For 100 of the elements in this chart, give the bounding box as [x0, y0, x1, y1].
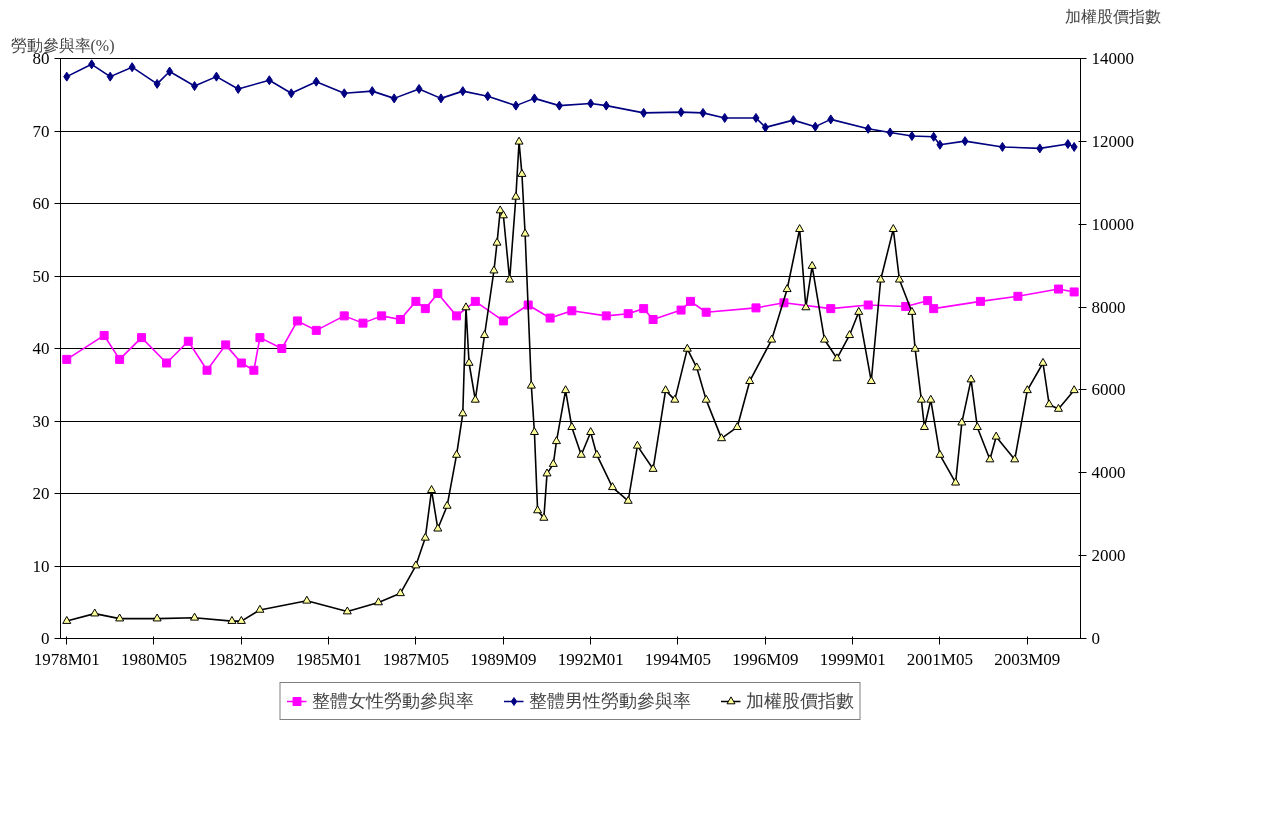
- point: [411, 296, 421, 306]
- point: [751, 303, 761, 313]
- y-tick-label: 70: [32, 121, 50, 141]
- point: [864, 123, 872, 134]
- point: [339, 311, 349, 321]
- y2-tick-label: 14000: [1091, 49, 1134, 68]
- point: [998, 141, 1006, 152]
- x-tick-label: 1994M05: [644, 649, 711, 669]
- y-tick-label: 10: [32, 556, 50, 576]
- y-tick-label: 20: [32, 484, 50, 503]
- point: [221, 340, 231, 350]
- point: [236, 358, 246, 368]
- point: [63, 71, 71, 82]
- y2-tick-label: 10000: [1091, 214, 1134, 234]
- point: [498, 316, 508, 326]
- point: [677, 107, 685, 118]
- point: [929, 304, 939, 314]
- point: [368, 86, 376, 97]
- x-tick-label: 1999M01: [819, 649, 886, 669]
- y2-tick-label: 0: [1091, 629, 1100, 648]
- point: [602, 100, 610, 111]
- y2-tick-label: 8000: [1091, 297, 1126, 317]
- point: [545, 313, 555, 323]
- point: [1013, 291, 1023, 301]
- point: [886, 127, 894, 138]
- point: [601, 311, 611, 321]
- point: [930, 131, 938, 142]
- x-tick-label: 1992M01: [557, 649, 624, 669]
- point: [265, 75, 273, 86]
- point: [62, 354, 72, 364]
- x-tick-label: 1996M09: [732, 649, 799, 669]
- point: [1053, 284, 1063, 294]
- point: [212, 71, 220, 82]
- point: [191, 81, 199, 92]
- point: [567, 306, 577, 316]
- point: [761, 122, 769, 133]
- point: [292, 316, 302, 326]
- point: [452, 311, 462, 321]
- point: [721, 112, 729, 123]
- point: [106, 71, 114, 82]
- point: [701, 307, 711, 317]
- y2-tick-label: 12000: [1091, 131, 1134, 151]
- point: [162, 358, 172, 368]
- x-tick-label: 1982M09: [208, 649, 275, 669]
- point: [312, 76, 320, 87]
- x-tick-label: 1978M01: [33, 649, 100, 669]
- point: [137, 333, 147, 343]
- y-tick-label: 40: [32, 339, 50, 358]
- y-tick-label: 30: [32, 411, 50, 431]
- point: [202, 365, 212, 375]
- point: [470, 296, 480, 306]
- legend-label: 加權股價指數: [745, 690, 854, 713]
- point: [484, 91, 492, 102]
- point: [1036, 143, 1044, 154]
- point: [1070, 141, 1078, 152]
- point: [255, 333, 265, 343]
- point: [166, 66, 174, 77]
- x-tick-label: 1989M09: [470, 649, 537, 669]
- point: [640, 107, 648, 118]
- point: [395, 315, 405, 324]
- x-tick-label: 2003M09: [994, 649, 1061, 669]
- point: [277, 344, 287, 353]
- point: [587, 98, 595, 109]
- y2-tick-label: 2000: [1091, 546, 1126, 566]
- point: [685, 296, 695, 306]
- point: [420, 304, 430, 314]
- point: [530, 93, 538, 104]
- point: [936, 139, 944, 150]
- y2-tick-label: 6000: [1091, 380, 1126, 400]
- point: [99, 330, 109, 340]
- point: [648, 315, 658, 324]
- point: [623, 309, 633, 319]
- point: [459, 86, 467, 97]
- point: [390, 93, 398, 104]
- point: [358, 318, 368, 328]
- point: [437, 93, 445, 104]
- point: [699, 107, 707, 118]
- point: [923, 296, 933, 306]
- point: [128, 62, 136, 73]
- point: [153, 78, 161, 89]
- point: [908, 131, 916, 142]
- point: [555, 100, 563, 111]
- point: [183, 336, 193, 346]
- point: [789, 115, 797, 126]
- point: [811, 121, 819, 132]
- x-tick-label: 1987M05: [382, 649, 449, 669]
- point: [115, 354, 125, 364]
- x-tick-label: 1980M05: [120, 649, 188, 669]
- point: [234, 83, 242, 94]
- point: [975, 296, 985, 306]
- point: [512, 100, 520, 111]
- point: [249, 365, 259, 375]
- x-tick-label: 1985M01: [295, 649, 362, 669]
- point: [863, 300, 873, 310]
- legend-label: 整體男性勞動參與率: [528, 690, 691, 713]
- point: [1069, 287, 1079, 297]
- y2-tick-label: 4000: [1091, 463, 1126, 483]
- point: [433, 288, 443, 298]
- point: [415, 83, 423, 94]
- y-tick-label: 0: [41, 629, 50, 648]
